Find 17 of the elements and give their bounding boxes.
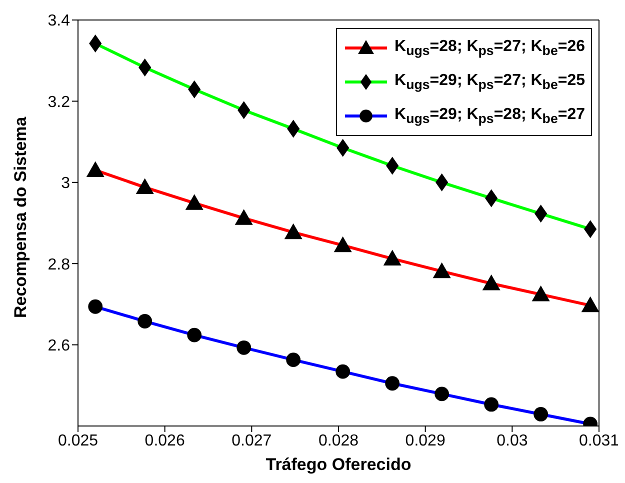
y-tick-label: 3 — [61, 175, 70, 192]
legend-label: K$_{ugs}$=29; K$_{ps}$=27; K$_{be}$=25 — [394, 72, 585, 92]
x-tick-label: 0.031 — [578, 432, 620, 450]
x-tick-label: 0.027 — [232, 432, 272, 450]
x-tick-label: 0.028 — [318, 432, 359, 450]
y-tick-label: 3.2 — [48, 94, 70, 111]
legend-label: K$_{ugs}$=29; K$_{ps}$=28; K$_{be}$=27 — [394, 106, 585, 126]
x-tick-label: 0.026 — [144, 432, 185, 450]
y-tick-label: 3.4 — [48, 12, 70, 30]
x-tick-label: 0.03 — [496, 432, 528, 450]
x-tick-label: 0.029 — [405, 432, 446, 450]
x-axis-title: Tráfego Oferecido — [266, 455, 412, 474]
legend-label: K$_{ugs}$=28; K$_{ps}$=27; K$_{be}$=26 — [394, 38, 585, 58]
y-tick-label: 2.8 — [48, 256, 70, 274]
y-tick-label: 2.6 — [48, 337, 70, 354]
y-axis-title: Recompensa do Sistema — [11, 116, 30, 318]
x-tick-label: 0.025 — [58, 432, 98, 450]
